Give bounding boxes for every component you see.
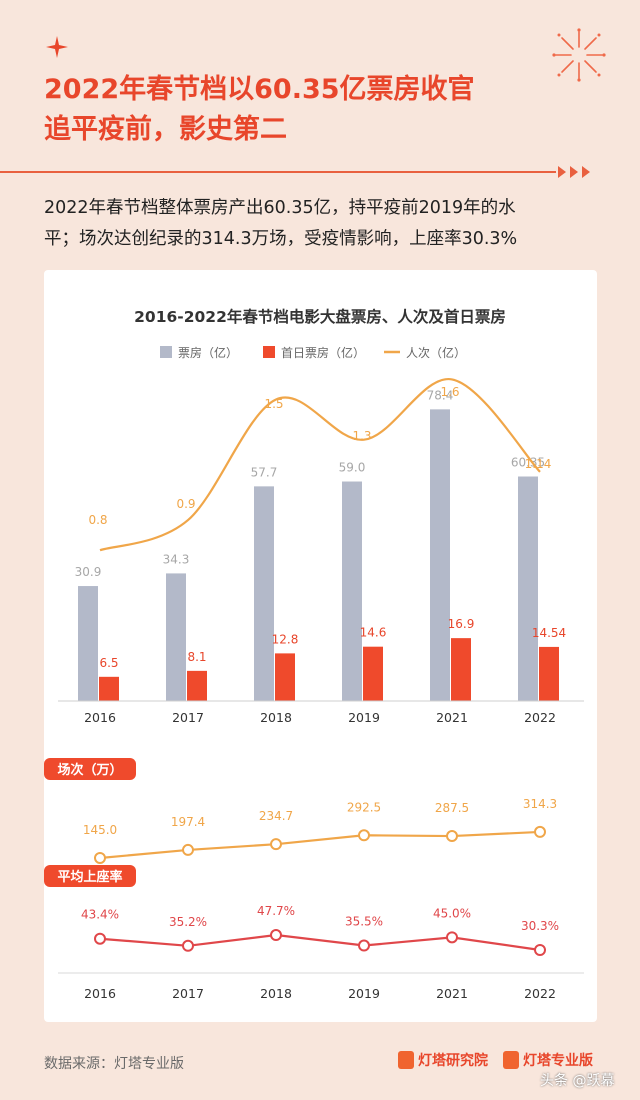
admissions-label: 1.14 <box>525 457 552 471</box>
chevron-right-icon <box>558 166 590 178</box>
x-tick-label: 2018 <box>260 710 292 725</box>
screenings-label: 197.4 <box>171 815 205 829</box>
bar-label-box-office: 78.4 <box>427 388 454 402</box>
summary-text: 2022年春节档整体票房产出60.35亿，持平疫前2019年的水 平；场次达创纪… <box>44 193 614 255</box>
brand-research-label: 灯塔研究院 <box>418 1053 488 1069</box>
screenings-label: 234.7 <box>259 809 293 823</box>
occupancy-label: 45.0% <box>433 906 471 920</box>
occupancy-title: 平均上座率 <box>57 869 122 885</box>
bottom-x-tick-label: 2018 <box>260 986 292 1001</box>
screenings-label: 314.3 <box>523 797 557 811</box>
firework-icon <box>552 28 606 82</box>
occupancy-point <box>358 939 370 952</box>
watermark: 头条 @跃幕 <box>540 1073 615 1089</box>
admissions-line <box>99 378 541 552</box>
bottom-x-tick-label: 2021 <box>436 986 468 1001</box>
occupancy-point <box>534 944 546 956</box>
x-tick-label: 2017 <box>172 710 204 725</box>
legend-label-1: 首日票房（亿） <box>281 345 365 360</box>
screenings-point <box>182 843 194 856</box>
screenings-point <box>94 852 106 864</box>
admissions-label: 1.3 <box>352 429 371 443</box>
lighthouse-icon <box>503 1051 519 1069</box>
occupancy-label: 35.5% <box>345 915 383 929</box>
occupancy-label: 43.4% <box>81 908 119 922</box>
bar-label-first-day: 8.1 <box>187 650 206 664</box>
summary-line-2: 平；场次达创纪录的314.3万场，受疫情影响，上座率30.3% <box>44 229 518 249</box>
occupancy-point <box>94 932 106 945</box>
screenings-point <box>358 829 370 842</box>
bar-label-first-day: 14.54 <box>532 626 566 640</box>
screenings-title-bg <box>44 758 136 780</box>
bar-box-office <box>342 481 362 701</box>
title-line-1: 2022年春节档以60.35亿票房收官 <box>44 74 475 105</box>
x-tick-label: 2019 <box>348 710 380 725</box>
admissions-label: 0.8 <box>88 513 107 527</box>
x-tick-label: 2016 <box>84 710 116 725</box>
bar-first-day <box>99 676 119 701</box>
screenings-line <box>99 830 541 860</box>
x-tick-label: 2021 <box>436 710 468 725</box>
bar-first-day <box>187 670 207 701</box>
bar-label-box-office: 57.7 <box>251 465 278 479</box>
bottom-x-tick-label: 2017 <box>172 986 204 1001</box>
bar-box-office <box>78 586 98 701</box>
bar-first-day <box>363 646 383 701</box>
bar-label-first-day: 16.9 <box>448 617 475 631</box>
occupancy-label: 35.2% <box>169 915 207 929</box>
occupancy-label: 47.7% <box>257 904 295 918</box>
x-tick-label: 2022 <box>524 710 556 725</box>
sparkle-icon <box>46 36 68 58</box>
legend-label-0: 票房（亿） <box>178 345 238 360</box>
title-divider <box>0 171 556 173</box>
summary-line-1: 2022年春节档整体票房产出60.35亿，持平疫前2019年的水 <box>44 198 516 218</box>
screenings-label: 145.0 <box>83 823 117 837</box>
legend-label-2: 人次（亿） <box>406 345 466 360</box>
occupancy-line <box>99 933 541 952</box>
chart-title: 2016-2022年春节档电影大盘票房、人次及首日票房 <box>134 307 506 326</box>
screenings-title: 场次（万） <box>57 762 122 778</box>
bar-label-box-office: 60.35 <box>511 455 545 469</box>
bar-box-office <box>254 486 274 701</box>
bar-label-box-office: 30.9 <box>75 565 102 579</box>
bar-label-first-day: 6.5 <box>99 656 118 670</box>
bar-label-box-office: 59.0 <box>339 461 366 475</box>
screenings-point <box>446 830 458 843</box>
legend-swatch-0 <box>160 346 172 358</box>
bar-first-day <box>451 638 471 701</box>
bar-label-first-day: 12.8 <box>272 632 299 646</box>
bar-box-office <box>166 573 186 701</box>
bottom-x-tick-label: 2016 <box>84 986 116 1001</box>
occupancy-point <box>446 931 458 944</box>
bar-first-day <box>539 646 559 701</box>
bar-box-office <box>518 476 538 701</box>
brand-pro-label: 灯塔专业版 <box>523 1053 593 1069</box>
admissions-label: 0.9 <box>176 497 195 511</box>
title-line-2: 追平疫前，影史第二 <box>44 114 287 145</box>
occupancy-title-bg <box>44 865 136 887</box>
admissions-label: 1.5 <box>264 397 283 411</box>
brand-pro: 灯塔专业版 <box>503 1050 593 1070</box>
legend-swatch-1 <box>263 346 275 358</box>
occupancy-point <box>182 939 194 952</box>
bottom-x-tick-label: 2019 <box>348 986 380 1001</box>
page-title: 2022年春节档以60.35亿票房收官 追平疫前，影史第二 <box>44 70 604 150</box>
bar-label-box-office: 34.3 <box>163 552 190 566</box>
bar-first-day <box>275 653 295 701</box>
bar-box-office <box>430 409 450 701</box>
occupancy-label: 30.3% <box>521 919 559 933</box>
bottom-x-tick-label: 2022 <box>524 986 556 1001</box>
chart-card: 2016-2022年春节档电影大盘票房、人次及首日票房票房（亿） 首日票房（亿） 人… <box>44 270 597 1022</box>
brand-research: 灯塔研究院 <box>398 1050 488 1070</box>
screenings-label: 287.5 <box>435 801 469 815</box>
bar-label-first-day: 14.6 <box>360 626 387 640</box>
admissions-label: 1.6 <box>440 385 459 399</box>
screenings-label: 292.5 <box>347 800 381 814</box>
lighthouse-icon <box>398 1051 414 1069</box>
screenings-point <box>270 838 282 851</box>
screenings-point <box>534 825 546 838</box>
occupancy-point <box>270 929 282 942</box>
data-source: 数据来源：灯塔专业版 <box>44 1056 184 1072</box>
